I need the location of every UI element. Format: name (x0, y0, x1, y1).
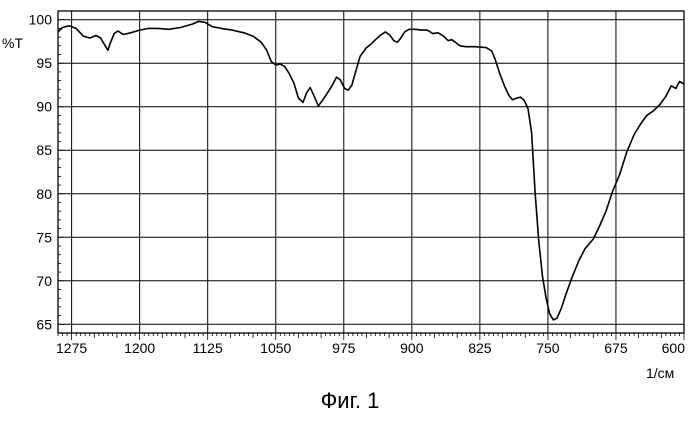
y-tick-label: 95 (36, 55, 52, 71)
y-tick-label: 85 (36, 142, 52, 158)
x-tick-label: 825 (468, 340, 492, 356)
x-tick-label: 600 (662, 340, 686, 356)
figure-caption: Фиг. 1 (0, 388, 700, 414)
plot-area (58, 21, 684, 320)
transmittance-line (58, 21, 684, 320)
x-tick-label: 975 (332, 340, 356, 356)
y-axis-ticks: 100 95 90 85 80 75 70 65 (29, 12, 64, 333)
y-axis-label: %T (2, 35, 23, 51)
x-tick-label: 750 (536, 340, 560, 356)
x-axis-label: 1/см (646, 365, 674, 381)
x-tick-label: 1125 (193, 340, 223, 356)
x-tick-label: 1275 (56, 340, 87, 356)
y-tick-label: 90 (36, 99, 52, 115)
x-tick-label: 1200 (124, 340, 155, 356)
x-tick-label: 1050 (260, 340, 291, 356)
plot-frame (58, 11, 684, 333)
grid (58, 11, 684, 333)
y-tick-label: 80 (36, 186, 52, 202)
x-axis-ticks: 1275 1200 1125 1050 975 900 825 750 675 600 (56, 333, 685, 356)
y-tick-label: 65 (36, 316, 52, 332)
x-tick-label: 675 (604, 340, 628, 356)
y-tick-label: 100 (29, 12, 53, 28)
y-tick-label: 70 (36, 273, 52, 289)
x-tick-label: 900 (400, 340, 424, 356)
y-tick-label: 75 (36, 229, 52, 245)
